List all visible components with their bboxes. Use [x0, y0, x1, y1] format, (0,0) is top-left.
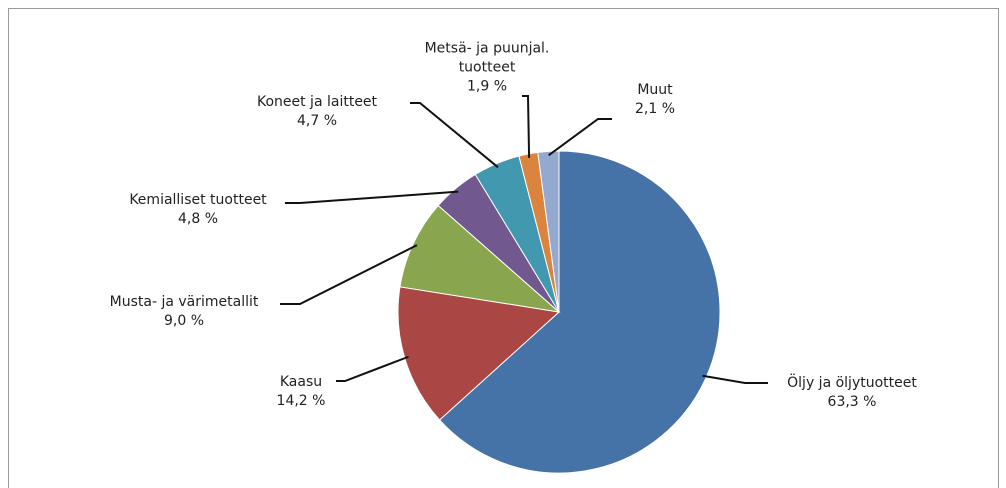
pie-slice — [537, 150, 560, 313]
leader-line — [285, 190, 459, 204]
value-label: 14,2 % — [276, 393, 326, 409]
slice-label: Koneet ja laitteet 4,7 % — [257, 93, 377, 131]
category-label: Muut — [637, 82, 673, 98]
category-label: Öljy ja öljytuotteet — [787, 375, 917, 391]
slice-label: Kemialliset tuotteet 4,8 % — [129, 191, 266, 229]
category-label: Koneet ja laitteet — [256, 94, 378, 110]
leader-line — [548, 118, 612, 157]
pie-slice — [399, 204, 561, 313]
value-label: 1,9 % — [466, 78, 508, 95]
slice-label: Kaasu 14,2 % — [277, 373, 326, 411]
value-label: 2,1 % — [634, 101, 676, 117]
category-label: Metsä- ja puunjal. tuotteet — [424, 40, 550, 76]
leader-line — [410, 102, 499, 169]
slice-label: Metsä- ja puunjal. tuotteet 1,9 % — [412, 40, 562, 97]
chart-border — [8, 8, 999, 488]
value-label: 9,0 % — [163, 313, 205, 329]
slice-label: Öljy ja öljytuotteet 63,3 % — [787, 374, 917, 412]
leader-line — [336, 355, 409, 382]
value-label: 63,3 % — [827, 394, 877, 410]
leader-line — [280, 244, 418, 305]
slice-label: Musta- ja värimetallit 9,0 % — [110, 293, 259, 331]
leader-line — [702, 374, 768, 384]
category-label: Musta- ja värimetallit — [109, 294, 259, 310]
leader-line — [522, 95, 531, 158]
slice-label: Muut 2,1 % — [635, 81, 675, 119]
category-label: Kemialliset tuotteet — [129, 192, 267, 208]
category-label: Kaasu — [279, 374, 323, 390]
value-label: 4,7 % — [296, 113, 338, 129]
value-label: 4,8 % — [177, 211, 219, 227]
